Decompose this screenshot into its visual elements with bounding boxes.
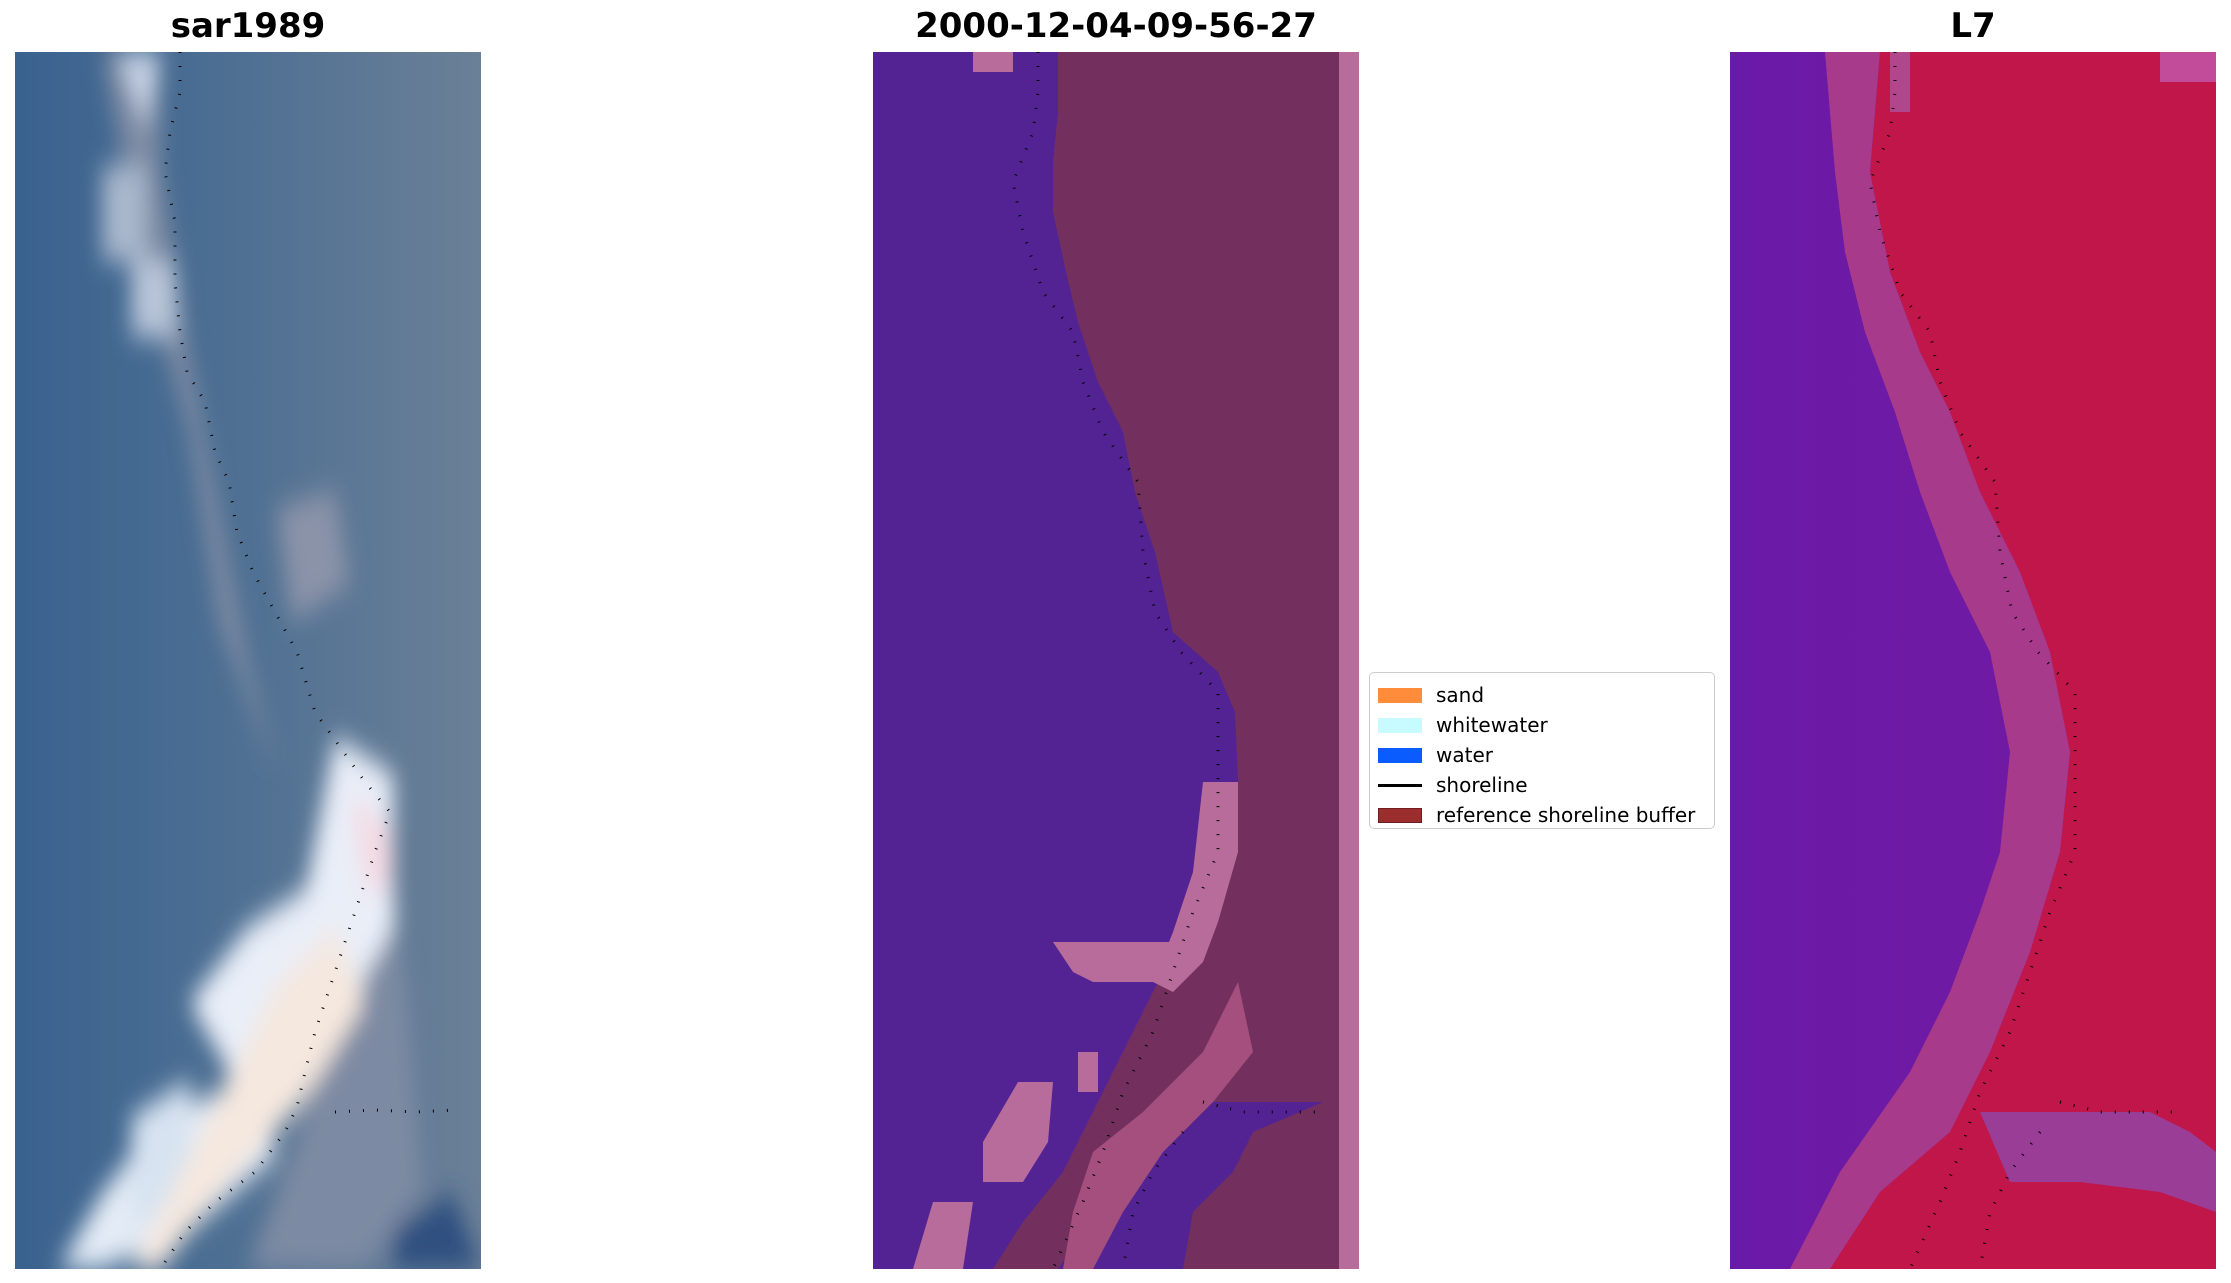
classified-image-panel: [873, 52, 1359, 1269]
classified-image: [873, 52, 1359, 1269]
sand-swatch: [1378, 687, 1422, 703]
index-image-panel: [1730, 52, 2216, 1269]
legend-label: water: [1436, 743, 1493, 767]
water-swatch: [1378, 747, 1422, 763]
reference-buffer-swatch: [1378, 807, 1422, 823]
legend-item-shoreline: shoreline: [1370, 770, 1714, 800]
legend-label: shoreline: [1436, 773, 1528, 797]
whitewater-swatch: [1378, 717, 1422, 733]
legend-label: reference shoreline buffer: [1436, 803, 1696, 827]
panel-title-index: L7: [1950, 6, 1996, 46]
rgb-satellite-image: [15, 52, 481, 1269]
panel-title-classified: 2000-12-04-09-56-27: [915, 6, 1317, 46]
rgb-image-panel: [15, 52, 481, 1269]
legend-label: whitewater: [1436, 713, 1548, 737]
legend-item-whitewater: whitewater: [1370, 710, 1714, 740]
shoreline-dots-rgb: [163, 52, 456, 1263]
legend-item-sand: sand: [1370, 680, 1714, 710]
legend-item-water: water: [1370, 740, 1714, 770]
legend: sand whitewater water shoreline referenc…: [1369, 672, 1715, 829]
legend-label: sand: [1436, 683, 1485, 707]
shoreline-line-swatch: [1378, 783, 1422, 787]
legend-item-reference-buffer: reference shoreline buffer: [1370, 800, 1714, 830]
panel-title-rgb: sar1989: [170, 6, 326, 46]
index-image: [1730, 52, 2216, 1269]
